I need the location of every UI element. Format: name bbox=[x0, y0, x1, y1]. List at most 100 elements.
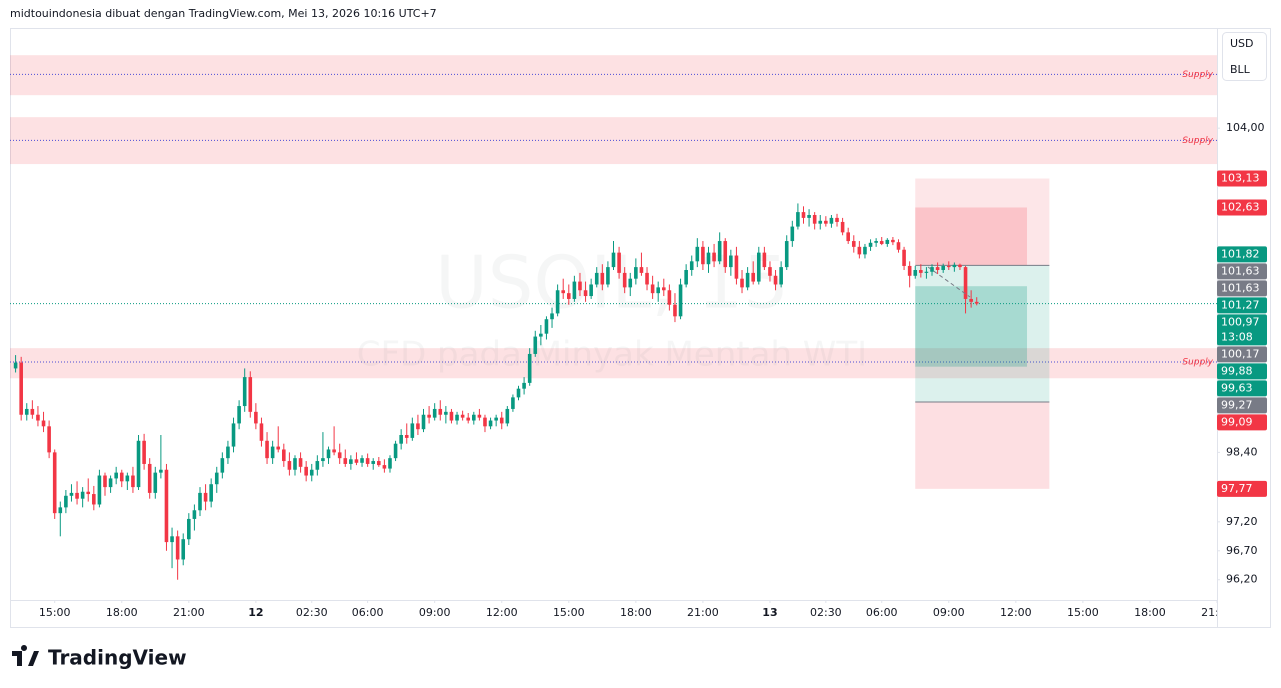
candle-body bbox=[807, 215, 811, 218]
candle-body bbox=[784, 241, 789, 268]
candle-body bbox=[913, 270, 918, 276]
unit[interactable]: BLL bbox=[1230, 63, 1251, 76]
x-tick-label: 15:00 bbox=[1067, 606, 1099, 619]
candle-body bbox=[321, 458, 325, 462]
candle-body bbox=[673, 304, 677, 317]
time-axis: 15:00 18:00 21:00 12 02:30 06:00 09:00 12:00 15:… bbox=[39, 600, 1217, 619]
candle-body bbox=[773, 275, 778, 285]
y-tick-label: 96,20 bbox=[1226, 573, 1258, 586]
candle-body bbox=[974, 301, 979, 304]
candle-body bbox=[879, 241, 884, 244]
candle-body bbox=[622, 272, 627, 288]
y-tick-label: 97,20 bbox=[1226, 515, 1258, 528]
candle-body bbox=[237, 406, 241, 424]
price-tag-label: 101,27 bbox=[1221, 298, 1260, 311]
candle-body bbox=[47, 426, 51, 453]
candle-body bbox=[460, 414, 465, 418]
candle-body bbox=[863, 246, 867, 255]
x-tick-label: 15:00 bbox=[39, 606, 71, 619]
price-tag bbox=[1217, 280, 1267, 297]
candle-body bbox=[941, 265, 945, 270]
candle-body bbox=[885, 239, 890, 244]
candle-body bbox=[192, 510, 197, 519]
candle-body bbox=[656, 287, 661, 294]
candle-body bbox=[293, 458, 297, 470]
candle-body bbox=[309, 469, 314, 476]
candle-body bbox=[555, 290, 560, 314]
projection-arrow bbox=[927, 266, 971, 298]
candle-body bbox=[209, 484, 213, 502]
candle-body bbox=[594, 272, 599, 285]
candle-body bbox=[768, 267, 772, 276]
candle-body bbox=[578, 281, 582, 291]
candle-body bbox=[438, 408, 443, 415]
supply-zone bbox=[10, 348, 1217, 379]
candle-body bbox=[550, 313, 554, 320]
candle-body bbox=[131, 475, 135, 488]
x-tick-label: 06:00 bbox=[352, 606, 384, 619]
candle-body bbox=[136, 440, 141, 488]
header: midtouindonesia dibuat dengan TradingVie… bbox=[10, 7, 437, 20]
candle-body bbox=[527, 353, 532, 383]
price-tag-label: 99,27 bbox=[1221, 398, 1253, 411]
candle-body bbox=[259, 423, 264, 441]
price-tag-label: 100,17 bbox=[1221, 347, 1260, 360]
candle-body bbox=[75, 492, 79, 499]
price-tag bbox=[1217, 263, 1267, 280]
candle-body bbox=[432, 408, 437, 418]
candle-body bbox=[69, 492, 74, 496]
candle-body bbox=[64, 495, 68, 508]
x-tick-label: 18:00 bbox=[620, 606, 652, 619]
zone-label: Supply bbox=[1182, 70, 1213, 80]
candle-body bbox=[511, 397, 515, 409]
candle-body bbox=[119, 472, 124, 482]
candle-body bbox=[332, 449, 336, 453]
unit-box[interactable] bbox=[1222, 32, 1267, 81]
candle-body bbox=[108, 478, 113, 488]
logo-mark bbox=[12, 644, 39, 666]
candle-body bbox=[756, 252, 761, 282]
price-tag-label: 101,63 bbox=[1221, 281, 1260, 294]
candle-body bbox=[147, 463, 152, 493]
candle-body bbox=[695, 246, 700, 262]
zone-label: Supply bbox=[1182, 136, 1213, 146]
candle-body bbox=[924, 271, 929, 273]
candle-body bbox=[561, 290, 566, 294]
x-tick-label: 12:00 bbox=[1000, 606, 1032, 619]
frame bbox=[10, 28, 1271, 628]
brand: TradingView bbox=[48, 646, 187, 670]
candle-body bbox=[315, 461, 320, 470]
candle-body bbox=[628, 278, 633, 288]
candle-body bbox=[958, 264, 962, 268]
candle-body bbox=[902, 249, 906, 266]
candle-body bbox=[717, 241, 722, 262]
candle-body bbox=[103, 475, 107, 488]
candle-body bbox=[13, 362, 18, 369]
x-tick-label: 18:00 bbox=[1134, 606, 1166, 619]
candle-body bbox=[142, 440, 146, 464]
price-tag bbox=[1217, 314, 1267, 346]
candle-body bbox=[589, 284, 593, 297]
candle-body bbox=[354, 459, 359, 463]
x-tick-label: 13 bbox=[762, 606, 777, 619]
price-tag-label: 101,82 bbox=[1221, 247, 1260, 260]
price-tag bbox=[1217, 480, 1267, 497]
candle-body bbox=[617, 252, 621, 273]
candle-body bbox=[41, 420, 46, 427]
price-tag bbox=[1217, 346, 1267, 363]
position-box bbox=[915, 178, 1050, 266]
candle-body bbox=[779, 267, 783, 285]
candle-body bbox=[566, 293, 571, 299]
candle-body bbox=[661, 287, 666, 291]
candle-body bbox=[97, 475, 102, 505]
candle-body bbox=[729, 255, 733, 268]
candle-body bbox=[583, 290, 588, 297]
candle-body bbox=[840, 221, 845, 233]
candle-body bbox=[539, 333, 543, 337]
candle-body bbox=[153, 472, 158, 493]
currency[interactable]: USD bbox=[1230, 37, 1254, 50]
candle-body bbox=[946, 265, 951, 268]
candle-body bbox=[365, 458, 370, 464]
